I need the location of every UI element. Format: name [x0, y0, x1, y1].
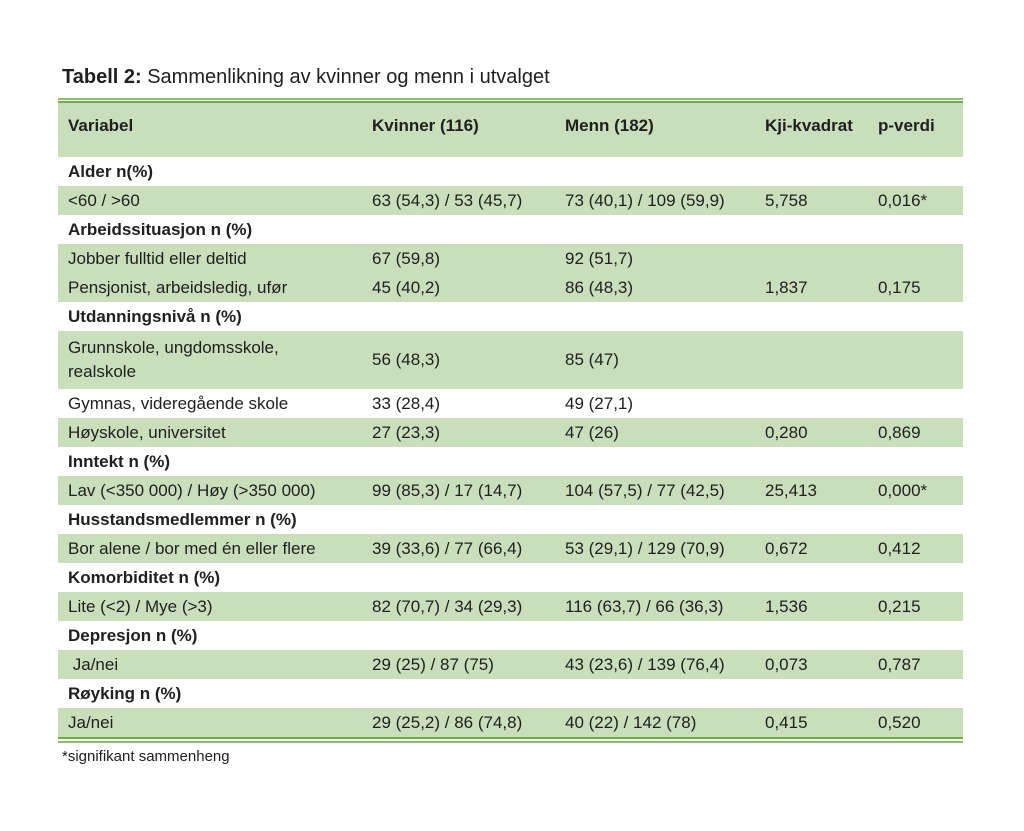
table-cell: Gymnas, videregående skole: [58, 389, 368, 418]
table-title: Tabell 2: Sammenlikning av kvinner og me…: [62, 64, 550, 90]
table-row: Ja/nei 29 (25,2) / 86 (74,8) 40 (22) / 142…: [58, 708, 963, 737]
section-row: Røyking n (%): [58, 679, 963, 708]
section-label: Husstandsmedlemmer n (%): [58, 505, 963, 534]
table-cell: 40 (22) / 142 (78): [561, 708, 761, 737]
table-cell: 0,000*: [874, 476, 963, 505]
table-cell: 99 (85,3) / 17 (14,7): [368, 476, 561, 505]
table-top-rule: [58, 98, 963, 103]
table-cell: [761, 389, 874, 418]
table-cell: 1,536: [761, 592, 874, 621]
table-cell: 85 (47): [561, 331, 761, 389]
table-row: Ja/nei 29 (25) / 87 (75) 43 (23,6) / 139 (…: [58, 650, 963, 679]
table-cell: [874, 331, 963, 389]
table-cell: [761, 331, 874, 389]
section-label: Alder n(%): [58, 157, 963, 186]
section-row: Utdanningsnivå n (%): [58, 302, 963, 331]
table-cell: 47 (26): [561, 418, 761, 447]
table-row: Lite (<2) / Mye (>3) 82 (70,7) / 34 (29,3…: [58, 592, 963, 621]
table-cell: 53 (29,1) / 129 (70,9): [561, 534, 761, 563]
table-cell: 67 (59,8): [368, 244, 561, 273]
section-row: Husstandsmedlemmer n (%): [58, 505, 963, 534]
table-row: Grunnskole, ungdomsskole, realskole 56 (4…: [58, 331, 963, 389]
section-label: Røyking n (%): [58, 679, 963, 708]
section-label: Komorbiditet n (%): [58, 563, 963, 592]
table-cell: 43 (23,6) / 139 (76,4): [561, 650, 761, 679]
table-row: Høyskole, universitet 27 (23,3) 47 (26) 0,2…: [58, 418, 963, 447]
table-cell: 63 (54,3) / 53 (45,7): [368, 186, 561, 215]
table-cell: 49 (27,1): [561, 389, 761, 418]
section-label: Depresjon n (%): [58, 621, 963, 650]
table-cell: 73 (40,1) / 109 (59,9): [561, 186, 761, 215]
table-cell: [874, 389, 963, 418]
table-title-label: Tabell 2:: [62, 66, 142, 88]
table-row: <60 / >60 63 (54,3) / 53 (45,7) 73 (40,1) …: [58, 186, 963, 215]
table-cell: <60 / >60: [58, 186, 368, 215]
table-row: Pensjonist, arbeidsledig, ufør 45 (40,2) 8…: [58, 273, 963, 302]
table-cell: 92 (51,7): [561, 244, 761, 273]
table-cell: 27 (23,3): [368, 418, 561, 447]
table-cell: Lav (<350 000) / Høy (>350 000): [58, 476, 368, 505]
table-cell: 56 (48,3): [368, 331, 561, 389]
table-cell: [761, 244, 874, 273]
column-header-p-verdi: p-verdi: [874, 103, 963, 157]
table-cell: 25,413: [761, 476, 874, 505]
table-header-row: Variabel Kvinner (116) Menn (182) Kji-kv…: [58, 103, 963, 157]
table-cell: 0,016*: [874, 186, 963, 215]
section-row: Inntekt n (%): [58, 447, 963, 476]
table-cell: 82 (70,7) / 34 (29,3): [368, 592, 561, 621]
table-cell: 104 (57,5) / 77 (42,5): [561, 476, 761, 505]
table-cell: 1,837: [761, 273, 874, 302]
table-cell: 45 (40,2): [368, 273, 561, 302]
table-cell: 0,175: [874, 273, 963, 302]
table-cell: Grunnskole, ungdomsskole, realskole: [58, 331, 368, 389]
table-cell: Ja/nei: [58, 708, 368, 737]
column-header-kvinner: Kvinner (116): [368, 103, 561, 157]
table-row: Gymnas, videregående skole 33 (28,4) 49 (2…: [58, 389, 963, 418]
table-body: Alder n(%) <60 / >60 63 (54,3) / 53 (45,7)…: [58, 157, 963, 737]
column-header-variabel: Variabel: [58, 103, 368, 157]
table-cell: 0,073: [761, 650, 874, 679]
table-row: Bor alene / bor med én eller flere 39 (33…: [58, 534, 963, 563]
footnote: *signifikant sammenheng: [62, 748, 230, 765]
section-row: Alder n(%): [58, 157, 963, 186]
section-row: Depresjon n (%): [58, 621, 963, 650]
table-cell: 0,787: [874, 650, 963, 679]
column-header-menn: Menn (182): [561, 103, 761, 157]
table-bottom-rule: [58, 737, 963, 744]
table-cell: 0,412: [874, 534, 963, 563]
comparison-table: Variabel Kvinner (116) Menn (182) Kji-kv…: [58, 103, 963, 737]
table-cell: 39 (33,6) / 77 (66,4): [368, 534, 561, 563]
table-cell: [874, 244, 963, 273]
table-cell: 0,520: [874, 708, 963, 737]
section-row: Komorbiditet n (%): [58, 563, 963, 592]
table-row: Jobber fulltid eller deltid 67 (59,8) 92 (…: [58, 244, 963, 273]
table-cell: 116 (63,7) / 66 (36,3): [561, 592, 761, 621]
table-cell: 29 (25) / 87 (75): [368, 650, 561, 679]
table-cell: 29 (25,2) / 86 (74,8): [368, 708, 561, 737]
table-cell: Jobber fulltid eller deltid: [58, 244, 368, 273]
table-cell: Pensjonist, arbeidsledig, ufør: [58, 273, 368, 302]
table-cell: 0,672: [761, 534, 874, 563]
section-label: Arbeidssituasjon n (%): [58, 215, 963, 244]
table-cell: Ja/nei: [58, 650, 368, 679]
table-title-text: Sammenlikning av kvinner og menn i utval…: [141, 66, 550, 88]
table-row: Lav (<350 000) / Høy (>350 000) 99 (85,3)…: [58, 476, 963, 505]
column-header-kji-kvadrat: Kji-kvadrat: [761, 103, 874, 157]
section-label: Inntekt n (%): [58, 447, 963, 476]
table-cell: 0,415: [761, 708, 874, 737]
table-cell: 33 (28,4): [368, 389, 561, 418]
table-cell: Høyskole, universitet: [58, 418, 368, 447]
table-cell: Bor alene / bor med én eller flere: [58, 534, 368, 563]
table-cell: 0,869: [874, 418, 963, 447]
table-cell: 5,758: [761, 186, 874, 215]
table-cell: 0,215: [874, 592, 963, 621]
section-label: Utdanningsnivå n (%): [58, 302, 963, 331]
table-cell: 0,280: [761, 418, 874, 447]
table-cell: 86 (48,3): [561, 273, 761, 302]
table-cell: Lite (<2) / Mye (>3): [58, 592, 368, 621]
section-row: Arbeidssituasjon n (%): [58, 215, 963, 244]
